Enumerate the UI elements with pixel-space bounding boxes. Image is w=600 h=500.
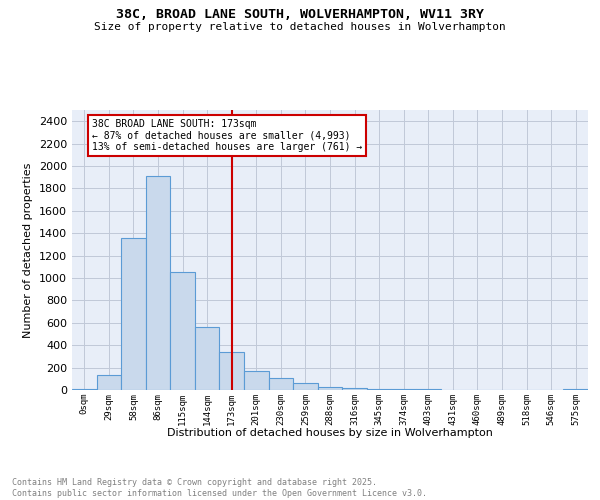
Bar: [342, 388, 367, 390]
Bar: [195, 328, 220, 390]
Bar: [269, 378, 293, 390]
Bar: [121, 238, 146, 390]
X-axis label: Distribution of detached houses by size in Wolverhampton: Distribution of detached houses by size …: [167, 428, 493, 438]
Bar: [220, 352, 244, 390]
Bar: [170, 272, 195, 390]
Bar: [293, 382, 318, 390]
Text: Contains HM Land Registry data © Crown copyright and database right 2025.
Contai: Contains HM Land Registry data © Crown c…: [12, 478, 427, 498]
Bar: [244, 371, 269, 390]
Bar: [146, 176, 170, 390]
Text: 38C BROAD LANE SOUTH: 173sqm
← 87% of detached houses are smaller (4,993)
13% of: 38C BROAD LANE SOUTH: 173sqm ← 87% of de…: [92, 119, 362, 152]
Bar: [318, 386, 342, 390]
Bar: [72, 389, 97, 390]
Bar: [367, 389, 391, 390]
Text: 38C, BROAD LANE SOUTH, WOLVERHAMPTON, WV11 3RY: 38C, BROAD LANE SOUTH, WOLVERHAMPTON, WV…: [116, 8, 484, 20]
Bar: [97, 376, 121, 390]
Bar: [563, 389, 588, 390]
Y-axis label: Number of detached properties: Number of detached properties: [23, 162, 34, 338]
Bar: [391, 389, 416, 390]
Text: Size of property relative to detached houses in Wolverhampton: Size of property relative to detached ho…: [94, 22, 506, 32]
